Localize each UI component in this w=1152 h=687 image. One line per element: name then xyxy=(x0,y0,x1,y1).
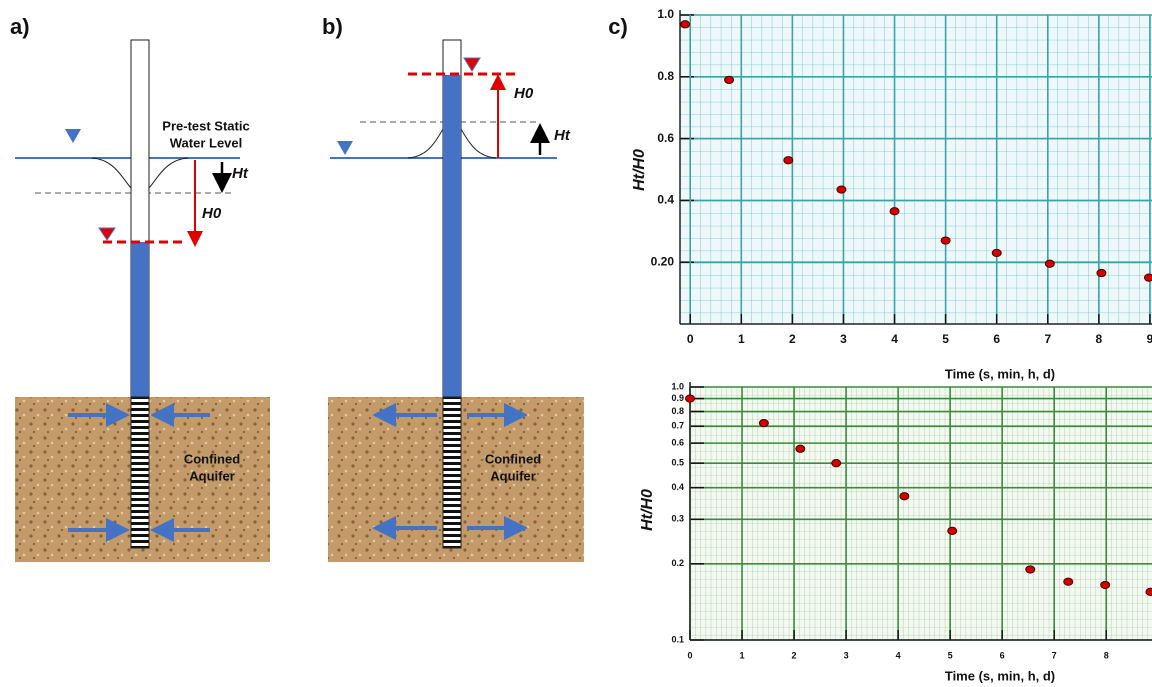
note: Pre-test Static xyxy=(162,118,249,133)
diagram-a: a) Ht H0 Pre-test Static Water Level Con… xyxy=(10,14,270,562)
point xyxy=(1025,565,1036,574)
blue-triangle xyxy=(337,141,353,155)
x-tick-label: 2 xyxy=(792,650,797,660)
y-tick-label: 0.4 xyxy=(657,193,674,207)
x-tick-label: 4 xyxy=(891,332,898,346)
x-tick-label: 6 xyxy=(993,332,1000,346)
x-axis-label: Time (s, min, h, d) xyxy=(945,668,1055,683)
panel-label: b) xyxy=(322,14,343,39)
aquifer-label: Confined xyxy=(485,451,541,466)
point xyxy=(1145,587,1152,596)
x-tick-label: 5 xyxy=(942,332,949,346)
point xyxy=(724,75,735,84)
point xyxy=(889,207,900,216)
x-tick-label: 0 xyxy=(687,332,694,346)
x-axis-label: Time (s, min, h, d) xyxy=(945,366,1055,381)
point xyxy=(940,236,951,245)
water xyxy=(131,242,149,397)
ht-label: Ht xyxy=(554,127,571,144)
x-tick-label: 3 xyxy=(844,650,849,660)
y-axis-label: Ht/H0 xyxy=(631,149,648,191)
point xyxy=(1143,273,1152,282)
h0-label: H0 xyxy=(514,85,534,102)
note: Water Level xyxy=(170,135,243,150)
aquifer-label: Confined xyxy=(184,451,240,466)
y-tick-label: 1.0 xyxy=(657,7,674,21)
flow-arrows xyxy=(68,403,210,542)
x-tick-label: 8 xyxy=(1104,650,1109,660)
y-axis-label: Ht/H0 xyxy=(639,489,656,531)
x-tick-label: 1 xyxy=(738,332,745,346)
y-tick-label: 0.6 xyxy=(671,438,684,448)
x-tick-label: 5 xyxy=(948,650,953,660)
point xyxy=(991,248,1002,258)
point xyxy=(680,20,691,29)
flow-arrows xyxy=(372,403,528,540)
x-tick-label: 3 xyxy=(840,332,847,346)
point xyxy=(1044,259,1055,268)
red-triangle xyxy=(463,57,481,72)
aquifer-label: Aquifer xyxy=(490,468,536,483)
aquifer-label: Aquifer xyxy=(189,468,235,483)
blue-triangle xyxy=(65,129,81,143)
y-tick-label: 0.3 xyxy=(671,514,684,524)
screen xyxy=(442,396,462,549)
y-tick-label: 0.2 xyxy=(671,558,684,568)
h0-label: H0 xyxy=(202,205,222,222)
x-tick-label: 2 xyxy=(789,332,796,346)
point xyxy=(899,492,910,501)
y-tick-label: 0.4 xyxy=(671,482,684,492)
point xyxy=(795,444,806,453)
y-tick-label: 0.5 xyxy=(671,458,684,468)
water xyxy=(443,75,461,397)
x-tick-label: 9 xyxy=(1147,332,1152,346)
point xyxy=(947,526,958,535)
y-tick-label: 1.0 xyxy=(671,381,684,391)
x-tick-label: 7 xyxy=(1044,332,1051,346)
point xyxy=(831,459,842,468)
point xyxy=(836,185,847,194)
point xyxy=(1100,580,1111,590)
diagram-b: b) H0 Ht Confined Aquifer xyxy=(322,14,584,562)
plot-area xyxy=(690,387,1152,640)
point xyxy=(685,394,695,403)
x-tick-label: 1 xyxy=(740,650,745,660)
y-tick-label: 0.20 xyxy=(651,254,675,268)
y-tick-label: 0.1 xyxy=(671,634,684,644)
y-tick-label: 0.9 xyxy=(671,393,684,403)
panel-label: c) xyxy=(608,14,628,39)
point xyxy=(1063,577,1074,586)
point xyxy=(1096,268,1107,278)
red-triangle xyxy=(98,227,116,241)
point xyxy=(758,418,769,428)
x-tick-label: 7 xyxy=(1052,650,1057,660)
x-tick-label: 8 xyxy=(1096,332,1103,346)
y-tick-label: 0.7 xyxy=(671,421,684,431)
ht-label: Ht xyxy=(232,165,249,182)
panel-label: a) xyxy=(10,14,30,39)
x-tick-label: 6 xyxy=(1000,650,1005,660)
y-tick-label: 0.8 xyxy=(657,69,674,83)
y-tick-label: 0.6 xyxy=(657,131,674,145)
plot-area xyxy=(680,15,1152,324)
point xyxy=(783,156,794,165)
x-tick-label: 0 xyxy=(687,650,692,660)
y-tick-label: 0.8 xyxy=(671,406,684,416)
screen xyxy=(130,396,150,549)
x-tick-label: 4 xyxy=(896,650,901,660)
